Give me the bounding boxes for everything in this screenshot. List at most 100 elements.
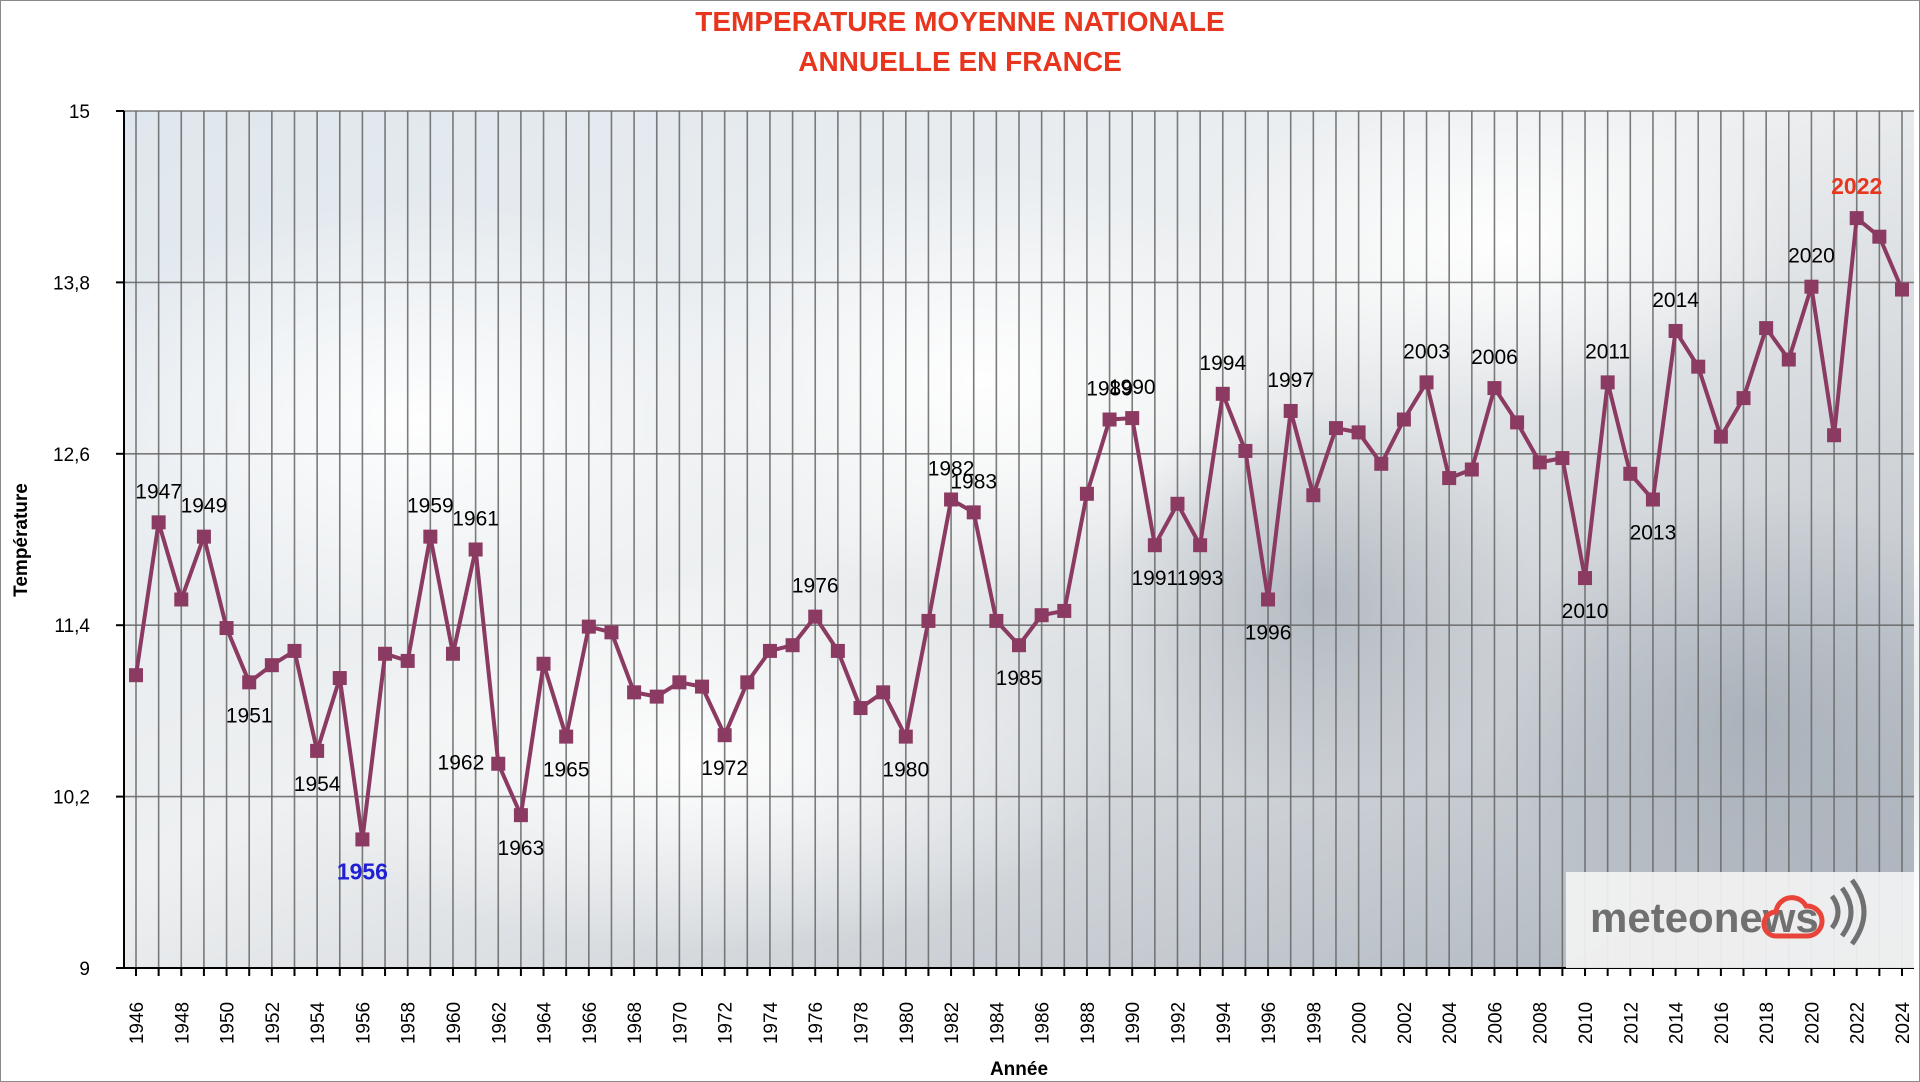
x-tick-label: 1984 [987,1001,1008,1044]
annotation-label: 1951 [226,704,273,727]
y-axis-ticks: 9 10,2 11,4 12,6 13,8 15 [53,102,124,980]
data-point [921,613,936,628]
chart-title: TEMPERATURE MOYENNE NATIONALE ANNUELLE E… [0,2,1920,82]
data-point [536,656,551,671]
x-tick-label: 2014 [1667,1001,1688,1044]
x-tick-label: 1954 [308,1001,329,1044]
annotation-label: 1997 [1267,369,1314,392]
annotation-label: 1965 [543,759,590,782]
data-point [445,646,460,661]
x-tick-label: 2004 [1440,1001,1461,1044]
data-point [1057,603,1072,618]
data-point [717,728,732,743]
data-point [1781,352,1796,367]
y-tick-label: 13,8 [53,273,90,294]
data-point [1238,443,1253,458]
data-point [762,643,777,658]
data-point [1396,412,1411,427]
annotation-label: 1983 [950,470,997,493]
data-point [1759,321,1774,336]
data-point [1736,391,1751,406]
annotation-label: 2011 [1585,340,1630,363]
x-tick-label: 2006 [1485,1002,1506,1044]
x-tick-label: 1966 [580,1002,601,1044]
data-point [1283,403,1298,418]
annotation-label: 1976 [792,575,839,598]
data-point [1464,462,1479,477]
y-axis-label: Température [11,483,32,597]
annotation-label: 2020 [1788,245,1835,268]
data-point [129,668,143,683]
data-point [1442,471,1457,486]
chart-title-line1: TEMPERATURE MOYENNE NATIONALE [695,6,1225,37]
data-point [1193,538,1208,553]
data-point [1623,466,1638,481]
x-tick-label: 1998 [1304,1002,1325,1044]
annotation-label: 1982 [928,458,975,481]
data-point [1668,323,1683,338]
annotation-label: 2013 [1630,522,1677,545]
x-tick-label: 1970 [670,1002,691,1044]
data-point [1713,429,1728,444]
annotation-label: 1956 [337,858,388,884]
data-point [1261,592,1276,607]
data-point [1600,375,1615,390]
annotation-label: 1947 [135,480,182,503]
x-tick-label: 1978 [852,1002,873,1044]
annotation-label: 1990 [1109,376,1156,399]
data-point [853,701,868,716]
data-point [1872,229,1887,244]
data-point [332,671,347,686]
annotation-label: 1980 [882,759,929,782]
data-point [649,689,664,704]
plot-background [60,70,1920,968]
x-tick-label: 1982 [942,1002,963,1044]
data-point [1645,492,1660,507]
x-tick-label: 1996 [1259,1002,1280,1044]
y-tick-label: 9 [79,959,90,980]
annotation-label: 1954 [294,773,341,796]
x-tick-label: 1946 [127,1002,148,1044]
data-point [830,643,845,658]
data-point [1804,279,1819,294]
data-point [1849,211,1864,226]
annotation-label: 1962 [438,752,485,775]
data-point [378,646,393,661]
annotation-label: 1949 [181,495,228,518]
x-tick-label: 2020 [1802,1002,1823,1044]
x-tick-label: 1992 [1168,1002,1189,1044]
data-point [264,658,279,673]
x-tick-label: 2012 [1621,1002,1642,1044]
data-point [1555,451,1570,466]
x-tick-label: 1988 [1078,1002,1099,1044]
x-tick-label: 2002 [1395,1002,1416,1044]
data-point [1895,282,1909,297]
data-point [1510,415,1525,430]
data-point [898,729,913,744]
annotation-label: 1959 [407,495,454,518]
x-tick-label: 2010 [1576,1002,1597,1044]
data-point [1215,386,1230,401]
x-tick-label: 1956 [353,1002,374,1044]
annotation-label: 2010 [1562,600,1609,623]
x-tick-label: 1952 [263,1002,284,1044]
data-point [513,808,528,823]
data-point [1102,412,1117,427]
data-point [355,832,370,847]
data-point [785,638,800,653]
data-point [287,643,302,658]
annotation-label: 1972 [701,757,748,780]
annotation-label: 2006 [1471,346,1518,369]
annotation-label: 1993 [1177,567,1224,590]
annotation-label: 2003 [1403,340,1450,363]
data-point [468,542,483,557]
data-point [1125,411,1140,426]
x-tick-label: 1994 [1214,1001,1235,1044]
data-point [151,515,166,530]
data-point [1419,375,1434,390]
series-markers [129,211,1909,847]
meteonews-logo: meteonews [1566,872,1914,968]
data-point [672,675,687,690]
x-tick-label: 1948 [172,1002,193,1044]
